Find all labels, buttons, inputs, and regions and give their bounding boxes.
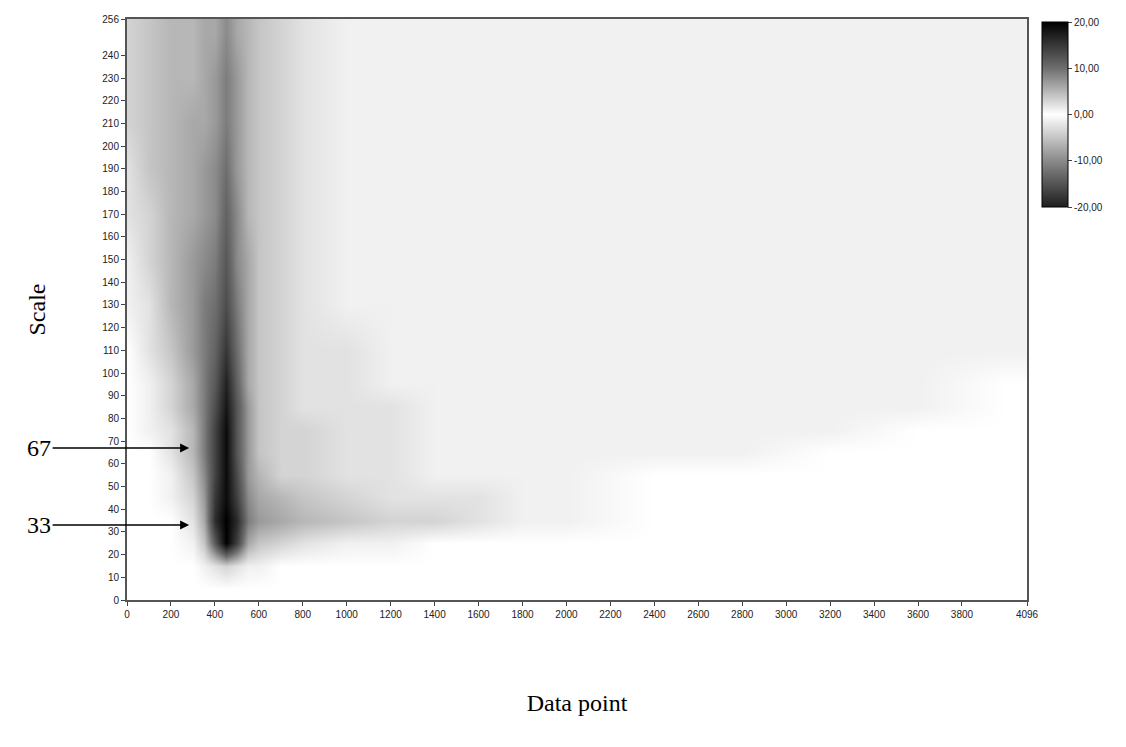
svg-text:1800: 1800 <box>511 609 534 620</box>
svg-text:100: 100 <box>102 368 119 379</box>
svg-text:220: 220 <box>102 95 119 106</box>
svg-text:200: 200 <box>102 141 119 152</box>
svg-text:200: 200 <box>163 609 180 620</box>
svg-text:2400: 2400 <box>643 609 666 620</box>
svg-text:20: 20 <box>108 549 120 560</box>
svg-text:10,00: 10,00 <box>1074 63 1099 74</box>
svg-text:10: 10 <box>108 572 120 583</box>
svg-text:1200: 1200 <box>380 609 403 620</box>
svg-text:0,00: 0,00 <box>1074 109 1094 120</box>
svg-text:140: 140 <box>102 277 119 288</box>
svg-text:3400: 3400 <box>863 609 886 620</box>
svg-text:180: 180 <box>102 186 119 197</box>
svg-text:70: 70 <box>108 436 120 447</box>
svg-text:240: 240 <box>102 50 119 61</box>
svg-text:67: 67 <box>27 435 51 461</box>
svg-text:1000: 1000 <box>336 609 359 620</box>
svg-text:150: 150 <box>102 254 119 265</box>
svg-text:20,00: 20,00 <box>1074 17 1099 28</box>
svg-text:3000: 3000 <box>775 609 798 620</box>
svg-text:Scale: Scale <box>24 284 50 336</box>
svg-text:2800: 2800 <box>731 609 754 620</box>
svg-text:0: 0 <box>124 609 130 620</box>
svg-text:256: 256 <box>102 14 119 25</box>
svg-text:3800: 3800 <box>951 609 974 620</box>
svg-text:230: 230 <box>102 73 119 84</box>
svg-text:120: 120 <box>102 322 119 333</box>
svg-text:3200: 3200 <box>819 609 842 620</box>
svg-text:50: 50 <box>108 481 120 492</box>
svg-text:Data point: Data point <box>527 690 628 716</box>
svg-text:600: 600 <box>250 609 267 620</box>
svg-text:130: 130 <box>102 299 119 310</box>
svg-text:400: 400 <box>207 609 224 620</box>
svg-text:110: 110 <box>103 345 119 356</box>
svg-text:210: 210 <box>102 118 119 129</box>
svg-text:30: 30 <box>108 526 120 537</box>
svg-text:4096: 4096 <box>1016 609 1039 620</box>
svg-text:190: 190 <box>102 163 119 174</box>
svg-text:80: 80 <box>108 413 120 424</box>
svg-text:0: 0 <box>113 595 119 606</box>
svg-text:-20,00: -20,00 <box>1074 202 1103 213</box>
svg-text:800: 800 <box>294 609 311 620</box>
svg-text:2200: 2200 <box>599 609 622 620</box>
svg-text:2000: 2000 <box>555 609 578 620</box>
svg-text:60: 60 <box>108 458 120 469</box>
svg-text:33: 33 <box>27 512 51 538</box>
svg-text:40: 40 <box>108 504 120 515</box>
svg-text:160: 160 <box>102 231 119 242</box>
svg-text:1600: 1600 <box>467 609 490 620</box>
svg-text:-10,00: -10,00 <box>1074 155 1103 166</box>
svg-text:170: 170 <box>102 209 119 220</box>
svg-text:2600: 2600 <box>687 609 710 620</box>
svg-text:90: 90 <box>108 390 120 401</box>
svg-text:3600: 3600 <box>907 609 930 620</box>
svg-text:1400: 1400 <box>423 609 446 620</box>
